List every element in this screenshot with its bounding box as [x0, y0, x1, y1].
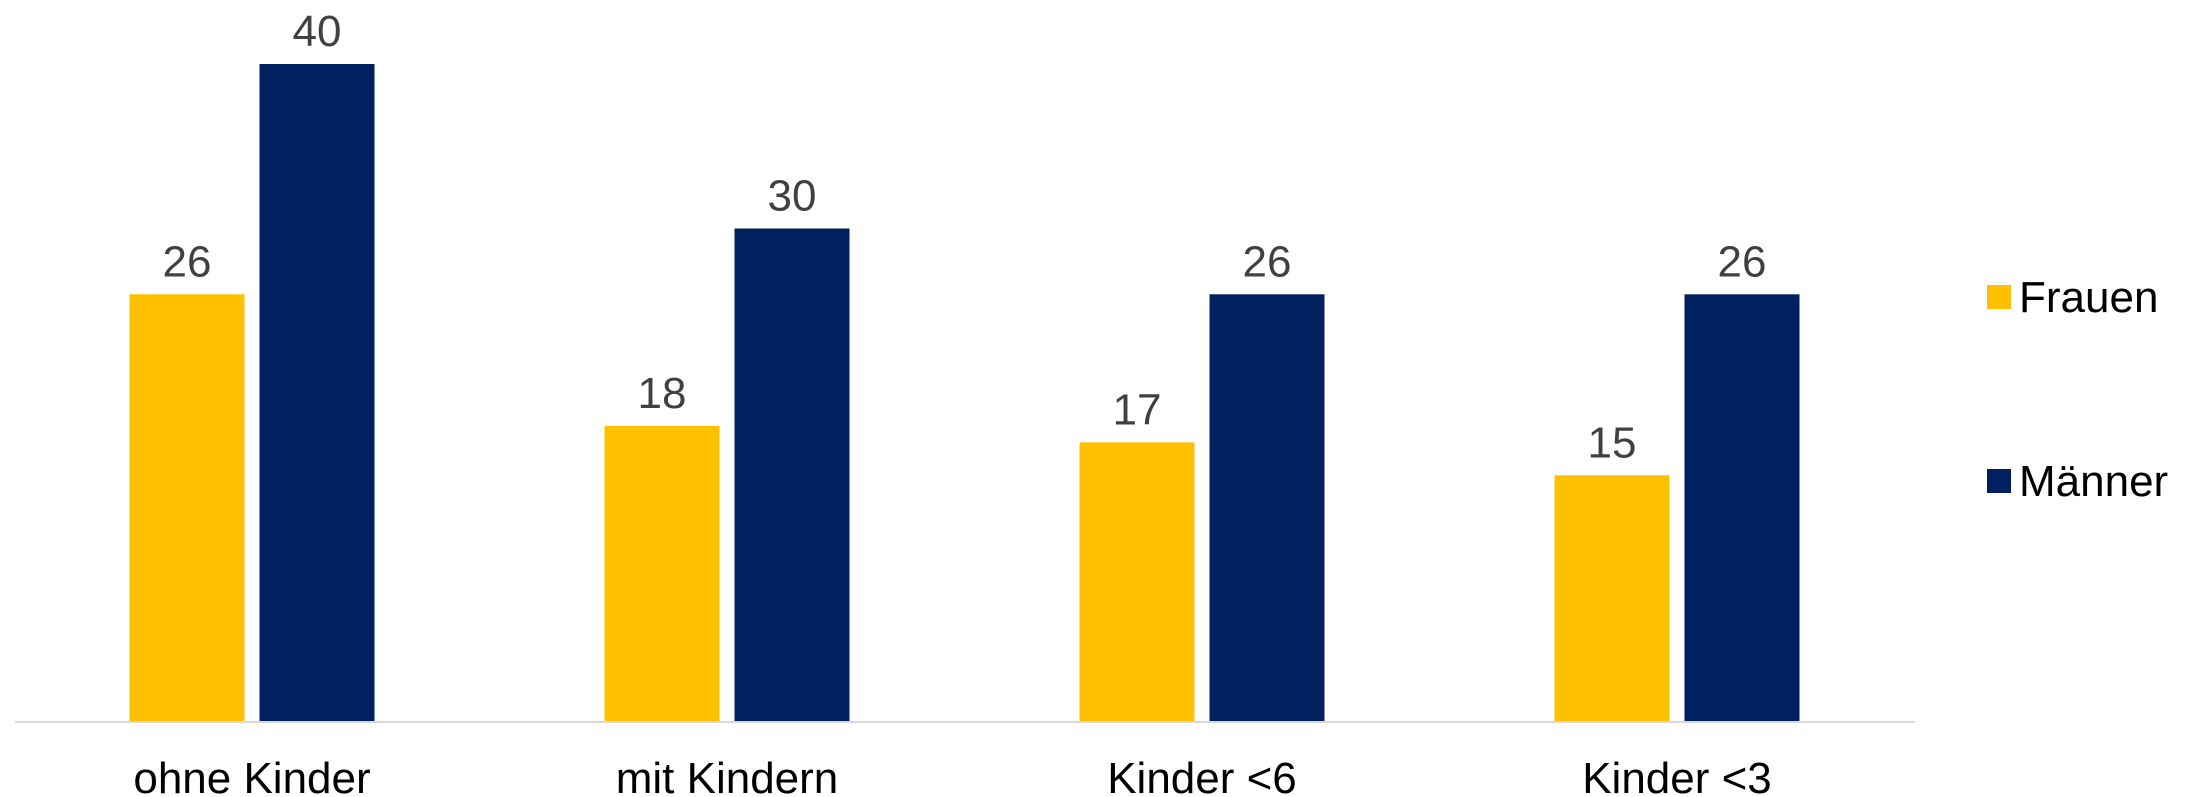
bar-männer-0	[259, 64, 375, 722]
category-labels-group: ohne Kinder mit Kindern Kinder <6 Kinder <3	[133, 754, 1771, 797]
bar-frauen-1	[604, 425, 720, 722]
legend-label-frauen: Frauen	[2019, 273, 2158, 322]
category-label-2: Kinder <6	[1107, 754, 1297, 797]
value-label-frauen-2: 17	[1113, 385, 1162, 434]
value-label-frauen-0: 26	[163, 237, 212, 286]
bar-frauen-3	[1554, 475, 1670, 722]
category-label-3: Kinder <3	[1582, 754, 1772, 797]
value-label-frauen-1: 18	[638, 369, 687, 418]
bar-männer-1	[734, 228, 850, 722]
category-label-1: mit Kindern	[616, 754, 839, 797]
value-label-männer-0: 40	[293, 7, 342, 56]
legend-label-männer: Männer	[2019, 457, 2168, 506]
value-label-männer-3: 26	[1718, 237, 1767, 286]
legend: Frauen Männer	[1987, 273, 2168, 506]
value-label-männer-1: 30	[768, 172, 817, 221]
bar-männer-3	[1684, 294, 1800, 722]
value-labels-group: 26 40 18 30 17 26 15 26	[163, 7, 1767, 467]
value-label-frauen-3: 15	[1588, 418, 1637, 467]
bars-group	[129, 64, 1800, 722]
value-label-männer-2: 26	[1243, 237, 1292, 286]
bar-männer-2	[1209, 294, 1325, 722]
bar-frauen-2	[1079, 442, 1195, 722]
category-label-0: ohne Kinder	[133, 754, 370, 797]
bar-frauen-0	[129, 294, 245, 722]
legend-swatch-frauen	[1987, 285, 2011, 309]
legend-swatch-männer	[1987, 469, 2011, 493]
